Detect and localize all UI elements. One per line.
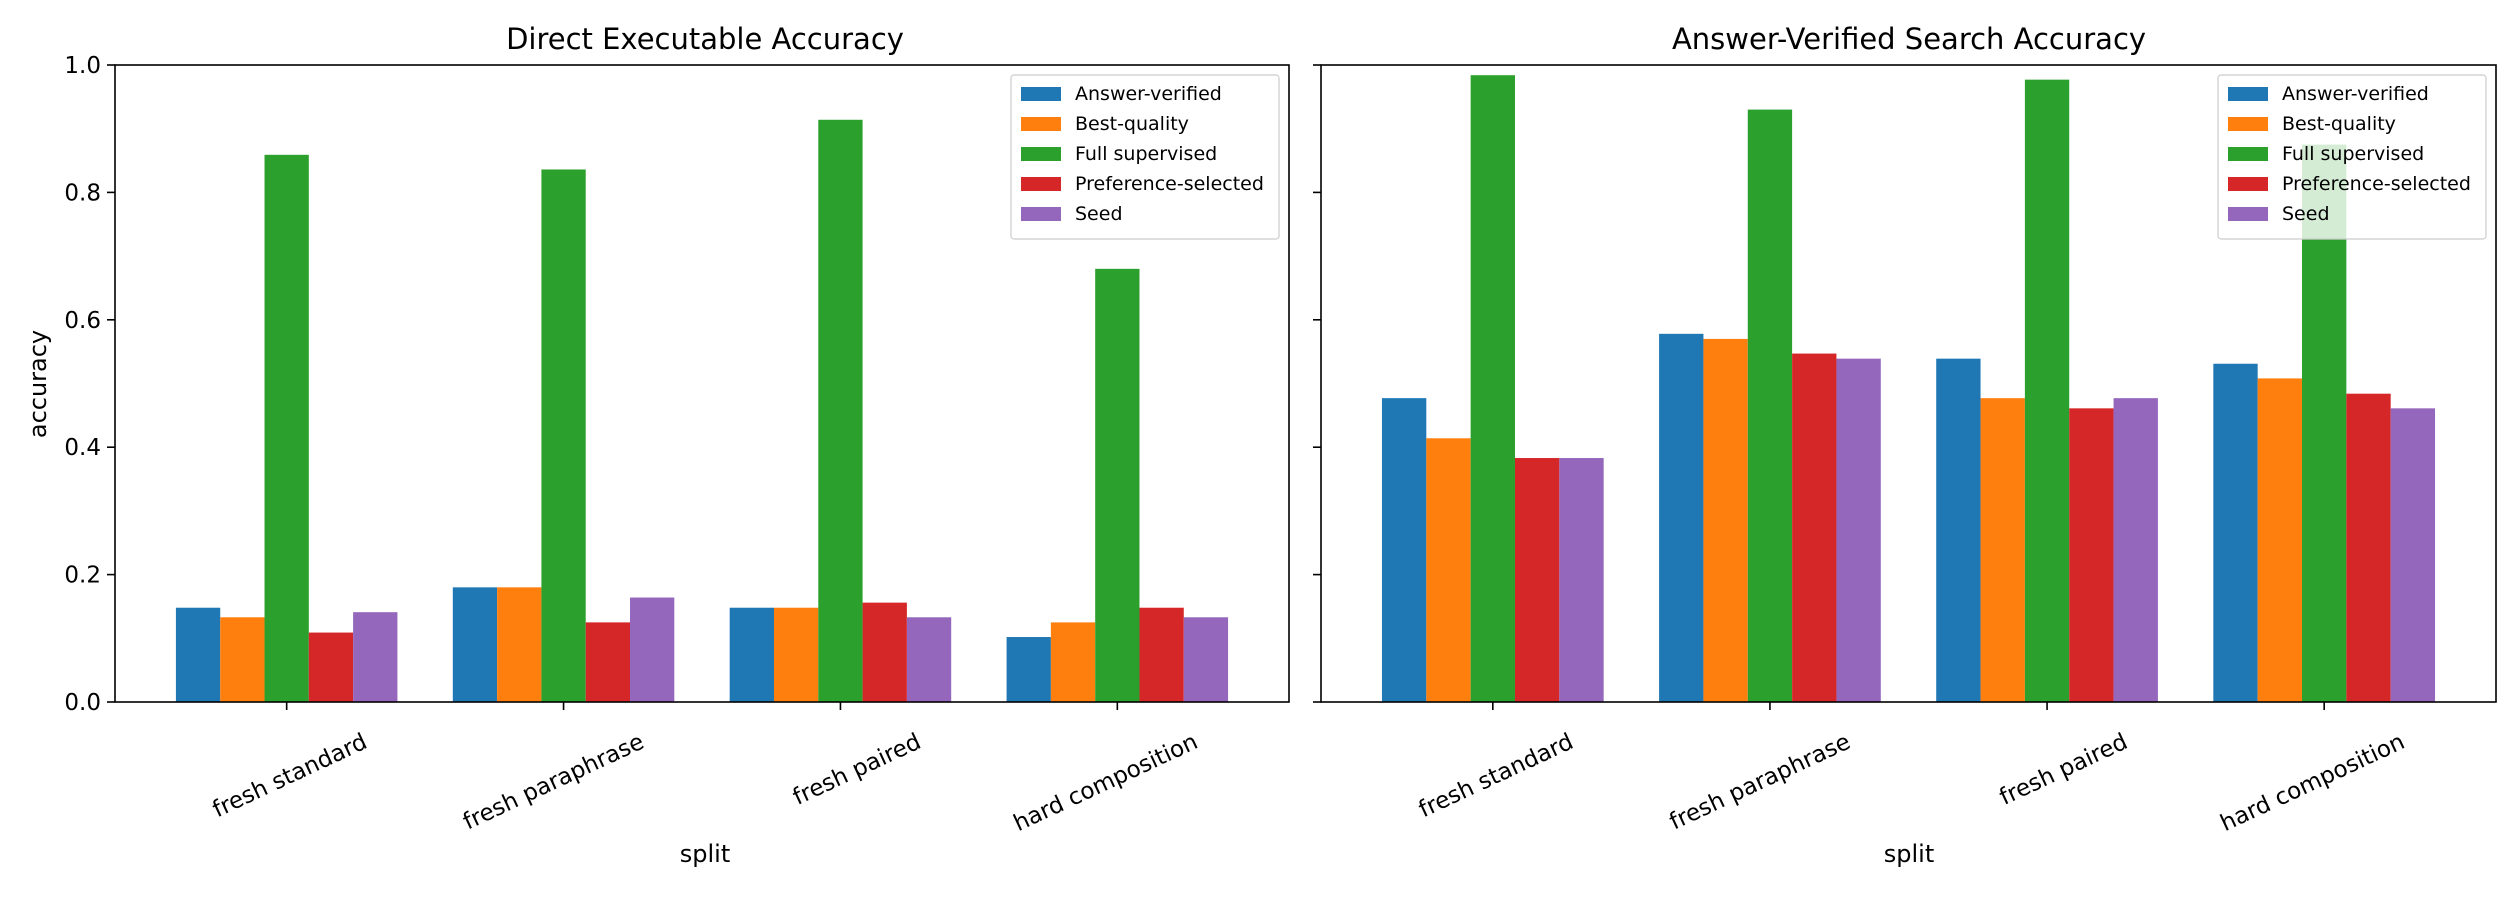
bar-full-supervised-fresh-standard: [264, 154, 309, 702]
bar-answer-verified-fresh-paired: [729, 607, 774, 702]
legend-swatch-best-quality: [1021, 117, 1061, 131]
bar-answer-verified-fresh-standard: [175, 607, 221, 702]
y-tick-label: 0.2: [64, 563, 101, 589]
bar-preference-selected-hard-composition: [2346, 393, 2391, 702]
bar-seed-fresh-standard: [353, 612, 398, 702]
x-axis-label: split: [1884, 840, 1934, 868]
bar-preference-selected-fresh-paraphrase: [585, 622, 631, 703]
bar-seed-hard-composition: [1183, 617, 1229, 702]
bar-answer-verified-fresh-paraphrase: [1659, 333, 1704, 702]
y-tick-label: 0.0: [64, 690, 101, 716]
legend-swatch-answer-verified: [2228, 87, 2268, 101]
plot-frame: [114, 64, 1290, 703]
x-axis-label: split: [680, 840, 730, 868]
y-tick-label: 1.0: [64, 53, 101, 79]
bar-best-quality-fresh-standard: [220, 617, 265, 702]
legend-swatch-full-supervised: [2228, 147, 2268, 161]
legend-label-full-supervised: Full supervised: [2282, 143, 2424, 165]
bars-group: [1381, 75, 2436, 703]
bar-preference-selected-fresh-standard: [308, 632, 354, 702]
bars-group: [175, 119, 1229, 703]
legend-label-best-quality: Best-quality: [2282, 113, 2396, 135]
legend-swatch-answer-verified: [1021, 87, 1061, 101]
y-ticks: 0.0 0.2 0.4 0.6 0.8 1.0: [64, 53, 115, 716]
bar-preference-selected-fresh-paraphrase: [1792, 353, 1837, 702]
legend-swatch-best-quality: [2228, 117, 2268, 131]
bar-full-supervised-fresh-paired: [2024, 79, 2070, 702]
bar-answer-verified-hard-composition: [1006, 637, 1051, 702]
bar-seed-fresh-paraphrase: [630, 597, 675, 702]
bar-preference-selected-fresh-standard: [1514, 458, 1560, 702]
bar-preference-selected-hard-composition: [1139, 607, 1184, 702]
legend-label-answer-verified: Answer-verified: [1075, 83, 1222, 105]
legend: Answer-verified Best-quality Full supervis…: [1010, 74, 1280, 240]
bar-seed-fresh-standard: [1559, 458, 1604, 702]
bar-answer-verified-hard-composition: [2213, 363, 2258, 702]
bar-best-quality-fresh-standard: [1426, 438, 1471, 702]
bar-full-supervised-hard-composition: [1095, 268, 1140, 702]
legend-swatch-seed: [2228, 207, 2268, 221]
plot-frame: [1320, 64, 2497, 703]
bar-seed-fresh-paired: [2113, 398, 2158, 702]
legend-swatch-preference-selected: [2228, 177, 2268, 191]
bar-full-supervised-fresh-paired: [818, 119, 863, 702]
legend-label-seed: Seed: [2282, 203, 2330, 225]
y-tick-label: 0.6: [64, 308, 101, 334]
bar-best-quality-fresh-paraphrase: [497, 587, 542, 702]
legend-label-preference-selected: Preference-selected: [1075, 173, 1264, 195]
bar-seed-fresh-paired: [906, 617, 952, 702]
legend-box: [1010, 74, 1280, 240]
legend-label-preference-selected: Preference-selected: [2282, 173, 2471, 195]
legend: Answer-verified Best-quality Full supervis…: [2217, 74, 2487, 240]
bar-best-quality-fresh-paired: [1980, 398, 2025, 702]
bar-seed-fresh-paraphrase: [1836, 358, 1881, 702]
bar-preference-selected-fresh-paired: [862, 602, 907, 702]
y-ticks: [1313, 64, 1321, 703]
chart-title: Direct Executable Accuracy: [506, 22, 904, 56]
bar-best-quality-fresh-paraphrase: [1703, 338, 1748, 702]
bar-full-supervised-fresh-paraphrase: [1747, 109, 1793, 703]
y-axis-label: accuracy: [24, 330, 52, 438]
bar-answer-verified-fresh-standard: [1381, 398, 1427, 702]
y-tick-label: 0.8: [64, 180, 101, 206]
chart-panel-direct-executable: Direct Executable Accuracy accuracy spli…: [24, 22, 1290, 868]
legend-label-best-quality: Best-quality: [1075, 113, 1189, 135]
bar-best-quality-hard-composition: [2257, 378, 2303, 702]
legend-label-answer-verified: Answer-verified: [2282, 83, 2429, 105]
bar-answer-verified-fresh-paraphrase: [452, 587, 498, 702]
legend-label-seed: Seed: [1075, 203, 1123, 225]
bar-full-supervised-fresh-paraphrase: [541, 169, 586, 703]
chart-title: Answer-Verified Search Accuracy: [1672, 22, 2146, 56]
legend-swatch-full-supervised: [1021, 147, 1061, 161]
legend-swatch-seed: [1021, 207, 1061, 221]
bar-answer-verified-fresh-paired: [1936, 358, 1981, 702]
bar-full-supervised-fresh-standard: [1470, 75, 1515, 702]
legend-swatch-preference-selected: [1021, 177, 1061, 191]
legend-box: [2217, 74, 2487, 240]
bar-preference-selected-fresh-paired: [2069, 408, 2114, 702]
bar-seed-hard-composition: [2390, 408, 2436, 702]
bar-best-quality-hard-composition: [1050, 622, 1096, 703]
legend-label-full-supervised: Full supervised: [1075, 143, 1217, 165]
bar-best-quality-fresh-paired: [773, 607, 819, 702]
y-tick-label: 0.4: [64, 435, 101, 461]
